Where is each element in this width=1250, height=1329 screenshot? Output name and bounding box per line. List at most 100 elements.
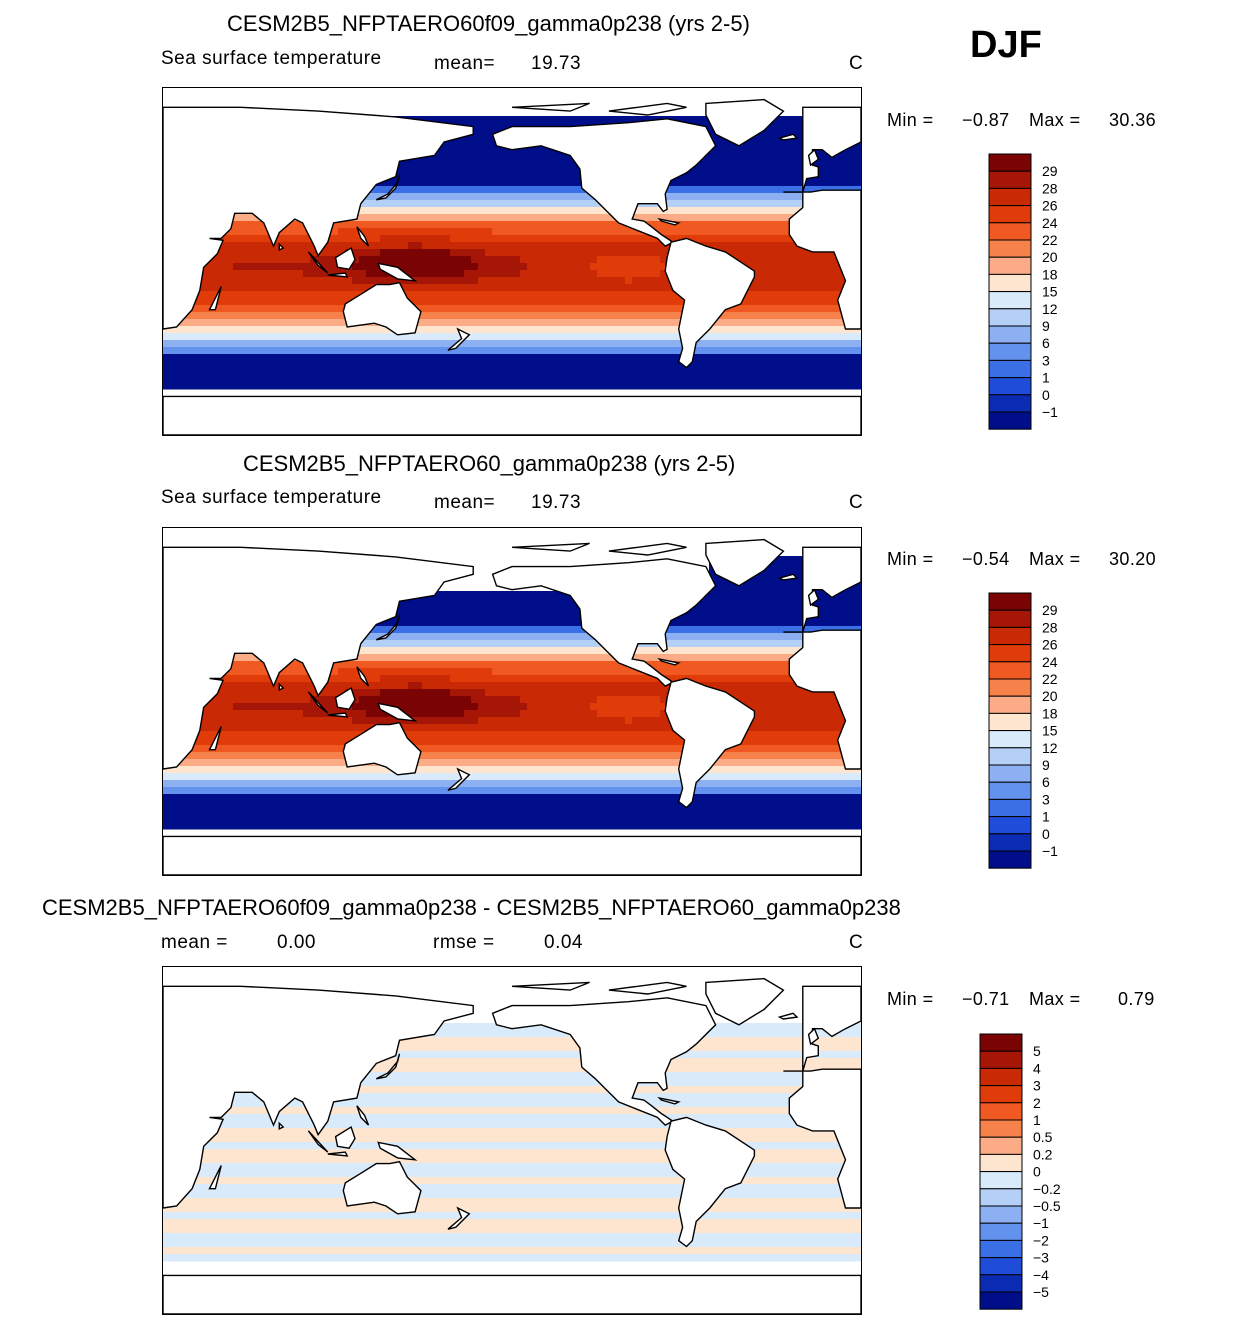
ocean-cell <box>226 347 234 355</box>
ocean-cell <box>765 172 773 180</box>
ocean-cell <box>730 186 738 194</box>
ocean-cell <box>723 333 731 341</box>
ocean-cell <box>261 333 269 341</box>
ocean-cell <box>282 361 290 369</box>
ocean-cell <box>247 221 255 229</box>
ocean-cell <box>492 165 500 173</box>
ocean-cell <box>849 172 857 180</box>
ocean-cell <box>401 207 409 215</box>
ocean-cell <box>765 186 773 194</box>
ocean-cell <box>569 207 577 215</box>
ocean-cell <box>583 382 591 390</box>
ocean-cell <box>611 326 619 334</box>
ocean-cell <box>744 312 752 320</box>
ocean-cell <box>478 619 486 627</box>
ocean-cell <box>534 263 542 271</box>
ocean-cell <box>163 333 171 341</box>
ocean-cell <box>758 598 766 606</box>
ocean-cell <box>429 284 437 292</box>
ocean-cell <box>555 200 563 208</box>
ocean-cell <box>296 361 304 369</box>
ocean-cell <box>814 361 822 369</box>
ocean-cell <box>492 116 500 124</box>
ocean-cell <box>800 270 808 278</box>
ocean-cell <box>485 256 493 264</box>
ocean-cell <box>520 158 528 166</box>
ocean-cell <box>695 193 703 201</box>
ocean-cell <box>485 333 493 341</box>
ocean-cell <box>786 605 794 613</box>
ocean-cell <box>646 116 654 124</box>
ocean-cell <box>436 312 444 320</box>
ocean-cell <box>723 361 731 369</box>
ocean-cell <box>527 640 535 648</box>
ocean-cell <box>793 312 801 320</box>
ocean-cell <box>184 319 192 327</box>
ocean-cell <box>485 305 493 313</box>
ocean-cell <box>709 179 717 187</box>
ocean-cell <box>499 347 507 355</box>
ocean-cell <box>835 619 843 627</box>
ocean-cell <box>569 354 577 362</box>
ocean-cell <box>296 249 304 257</box>
ocean-cell <box>373 249 381 257</box>
ocean-cell <box>744 319 752 327</box>
ocean-cell <box>513 116 521 124</box>
ocean-cell <box>667 319 675 327</box>
ocean-cell <box>240 319 248 327</box>
ocean-cell <box>618 291 626 299</box>
ocean-cell <box>744 186 752 194</box>
ocean-cell <box>730 193 738 201</box>
ocean-cell <box>772 263 780 271</box>
ocean-cell <box>233 326 241 334</box>
ocean-cell <box>499 270 507 278</box>
ocean-cell <box>443 235 451 243</box>
ocean-cell <box>723 354 731 362</box>
ocean-cell <box>401 340 409 348</box>
ocean-cell <box>394 242 402 250</box>
ocean-cell <box>856 158 861 166</box>
ocean-cell <box>506 333 514 341</box>
ocean-cell <box>450 214 458 222</box>
ocean-cell <box>842 361 850 369</box>
ocean-cell <box>702 633 710 641</box>
ocean-cell <box>247 263 255 271</box>
ocean-cell <box>618 340 626 348</box>
ocean-cell <box>730 375 738 383</box>
ocean-cell <box>765 361 773 369</box>
ocean-cell <box>541 640 549 648</box>
ocean-cell <box>576 116 584 124</box>
ocean-cell <box>226 277 234 285</box>
ocean-cell <box>520 221 528 229</box>
ocean-cell <box>359 214 367 222</box>
ocean-cell <box>513 256 521 264</box>
ocean-cell <box>765 598 773 606</box>
ocean-cell <box>247 305 255 313</box>
ocean-cell <box>527 116 535 124</box>
ocean-cell <box>485 207 493 215</box>
ocean-cell <box>429 347 437 355</box>
ocean-cell <box>800 249 808 257</box>
ocean-cell <box>415 319 423 327</box>
season-label: DJF <box>970 24 1042 66</box>
ocean-cell <box>695 186 703 194</box>
ocean-cell <box>471 256 479 264</box>
ocean-cell <box>366 647 374 655</box>
ocean-cell <box>422 612 430 620</box>
ocean-cell <box>555 647 563 655</box>
ocean-cell <box>611 361 619 369</box>
ocean-cell <box>751 221 759 229</box>
ocean-cell <box>513 263 521 271</box>
ocean-cell <box>800 368 808 376</box>
ocean-cell <box>254 382 262 390</box>
ocean-cell <box>205 284 213 292</box>
ocean-cell <box>373 368 381 376</box>
ocean-cell <box>674 626 682 634</box>
ocean-cell <box>555 193 563 201</box>
ocean-cell <box>772 382 780 390</box>
ocean-cell <box>548 375 556 383</box>
ocean-cell <box>240 382 248 390</box>
ocean-cell <box>793 165 801 173</box>
ocean-cell <box>380 340 388 348</box>
ocean-cell <box>737 228 745 236</box>
